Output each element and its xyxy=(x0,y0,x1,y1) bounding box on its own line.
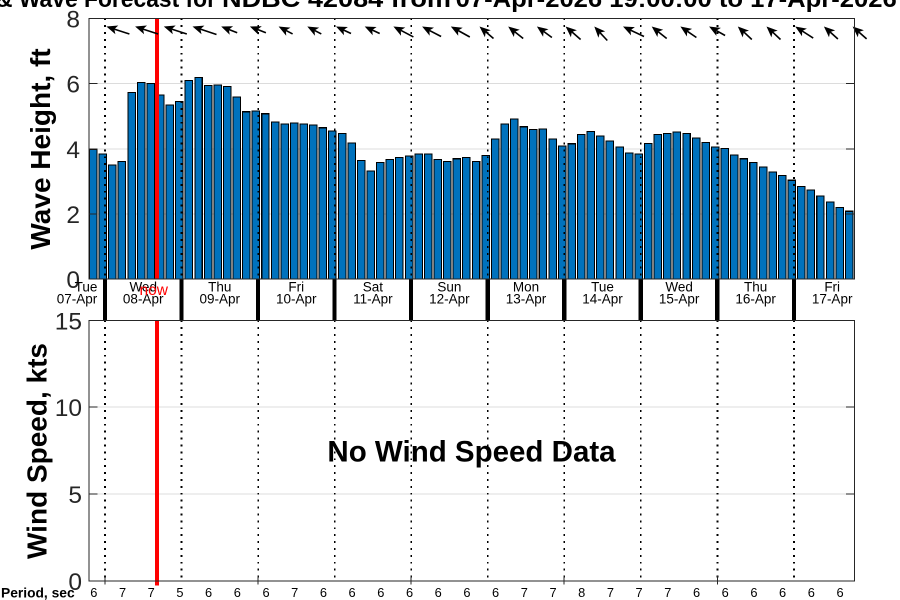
svg-text:8: 8 xyxy=(66,6,80,33)
svg-text:Fri: Fri xyxy=(288,280,304,295)
svg-text:6: 6 xyxy=(377,585,384,600)
svg-text:6: 6 xyxy=(779,585,786,600)
svg-text:No Wind Speed Data: No Wind Speed Data xyxy=(327,436,616,469)
svg-text:7: 7 xyxy=(607,585,614,600)
svg-text:6: 6 xyxy=(463,585,470,600)
svg-text:Sat: Sat xyxy=(363,280,384,295)
svg-text:7: 7 xyxy=(291,585,298,600)
svg-text:07-Apr: 07-Apr xyxy=(57,292,98,307)
svg-text:6: 6 xyxy=(750,585,757,600)
svg-text:7: 7 xyxy=(521,585,528,600)
svg-text:Sun: Sun xyxy=(437,280,461,295)
svg-text:Mon: Mon xyxy=(513,280,539,295)
svg-text:& Wave Forecast for: & Wave Forecast for xyxy=(0,0,216,13)
svg-text:Wed: Wed xyxy=(129,280,157,295)
svg-text:16-Apr: 16-Apr xyxy=(735,292,776,307)
svg-text:Thu: Thu xyxy=(208,280,231,295)
svg-text:6: 6 xyxy=(234,585,241,600)
svg-text:10-Apr: 10-Apr xyxy=(276,292,317,307)
svg-text:12-Apr: 12-Apr xyxy=(429,292,470,307)
svg-text:15: 15 xyxy=(55,308,82,335)
svg-text:6: 6 xyxy=(66,72,80,99)
svg-text:08-Apr: 08-Apr xyxy=(123,292,164,307)
svg-text:09-Apr: 09-Apr xyxy=(200,292,241,307)
svg-text:6: 6 xyxy=(349,585,356,600)
svg-text:Wind Speed, kts: Wind Speed, kts xyxy=(22,343,53,559)
svg-text:7: 7 xyxy=(636,585,643,600)
svg-text:Period, sec: Period, sec xyxy=(1,586,75,600)
svg-text:Wed: Wed xyxy=(665,280,693,295)
svg-text:10: 10 xyxy=(55,395,82,422)
svg-text:2: 2 xyxy=(66,202,80,229)
svg-text:6: 6 xyxy=(320,585,327,600)
svg-text:6: 6 xyxy=(262,585,269,600)
svg-text:0: 0 xyxy=(68,569,82,596)
svg-text:5: 5 xyxy=(68,482,82,509)
svg-text:Wave Height, ft: Wave Height, ft xyxy=(25,48,56,249)
svg-text:11-Apr: 11-Apr xyxy=(353,292,393,307)
svg-text:6: 6 xyxy=(90,585,97,600)
svg-text:0: 0 xyxy=(66,267,80,294)
svg-text:NDBC 42084 from: NDBC 42084 from xyxy=(222,0,451,13)
svg-text:07-Apr-2026 19:00:00 to 17-Apr: 07-Apr-2026 19:00:00 to 17-Apr-2026 xyxy=(456,0,897,13)
svg-text:now: now xyxy=(140,282,169,299)
svg-text:6: 6 xyxy=(205,585,212,600)
svg-text:7: 7 xyxy=(549,585,556,600)
svg-text:7: 7 xyxy=(148,585,155,600)
svg-text:Fri: Fri xyxy=(824,280,840,295)
svg-text:Thu: Thu xyxy=(744,280,767,295)
svg-text:13-Apr: 13-Apr xyxy=(506,292,547,307)
svg-text:6: 6 xyxy=(492,585,499,600)
svg-text:7: 7 xyxy=(664,585,671,600)
svg-text:17-Apr: 17-Apr xyxy=(812,292,853,307)
svg-text:14-Apr: 14-Apr xyxy=(582,292,623,307)
svg-text:8: 8 xyxy=(578,585,585,600)
svg-text:5: 5 xyxy=(176,585,183,600)
svg-text:15-Apr: 15-Apr xyxy=(659,292,700,307)
svg-text:6: 6 xyxy=(722,585,729,600)
svg-text:6: 6 xyxy=(435,585,442,600)
svg-text:Tue: Tue xyxy=(75,280,98,295)
svg-text:6: 6 xyxy=(693,585,700,600)
svg-text:7: 7 xyxy=(119,585,126,600)
svg-text:Tue: Tue xyxy=(591,280,614,295)
svg-text:6: 6 xyxy=(406,585,413,600)
svg-text:4: 4 xyxy=(66,137,80,164)
svg-text:6: 6 xyxy=(808,585,815,600)
svg-text:6: 6 xyxy=(836,585,843,600)
